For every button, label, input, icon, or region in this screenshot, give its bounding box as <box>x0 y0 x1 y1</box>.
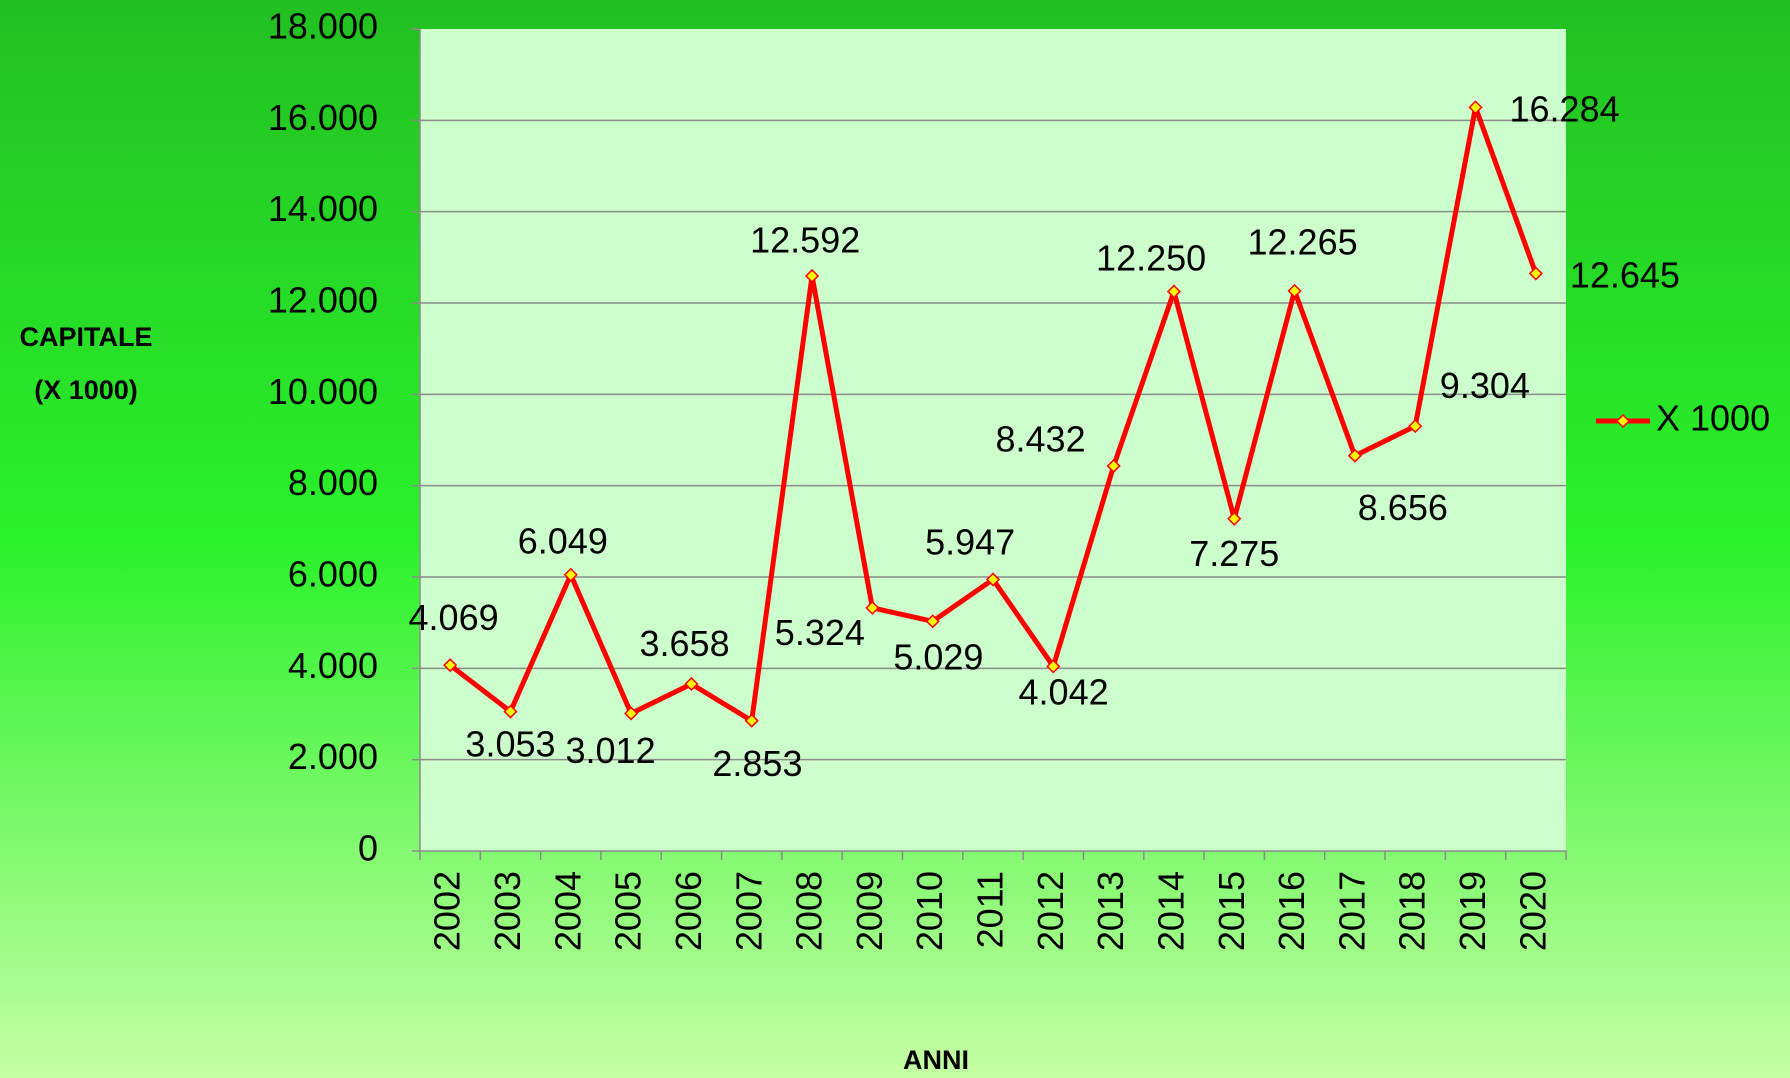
x-tick-label: 2009 <box>849 871 890 951</box>
y-tick-label: 16.000 <box>268 97 378 138</box>
data-label: 12.645 <box>1570 255 1680 296</box>
data-point <box>865 600 880 615</box>
x-tick-label: 2018 <box>1392 871 1433 951</box>
data-point <box>1227 511 1242 526</box>
data-label: 3.658 <box>640 623 730 664</box>
data-label: 8.656 <box>1358 487 1448 528</box>
data-point <box>1046 659 1061 674</box>
x-tick-label: 2005 <box>608 871 649 951</box>
x-tick-label: 2020 <box>1512 871 1553 951</box>
legend-marker <box>1615 413 1631 429</box>
data-label: 9.304 <box>1440 365 1530 406</box>
data-label: 5.324 <box>775 612 865 653</box>
x-tick-label: 2012 <box>1030 871 1071 951</box>
y-tick-label: 6.000 <box>288 554 378 595</box>
x-tick-label: 2019 <box>1452 871 1493 951</box>
y-tick-label: 2.000 <box>288 736 378 777</box>
data-label: 3.012 <box>566 730 656 771</box>
data-label: 4.069 <box>409 597 499 638</box>
y-axis-title: CAPITALE <box>20 322 153 352</box>
y-tick-label: 0 <box>358 828 378 869</box>
y-tick-label: 10.000 <box>268 371 378 412</box>
data-label: 5.947 <box>925 522 1015 563</box>
x-tick-label: 2016 <box>1271 871 1312 951</box>
x-tick-label: 2014 <box>1150 871 1191 951</box>
data-label: 12.265 <box>1248 222 1358 263</box>
y-tick-label: 8.000 <box>288 462 378 503</box>
x-tick-label: 2002 <box>427 871 468 951</box>
data-label: 5.029 <box>893 637 983 678</box>
x-tick-label: 2008 <box>789 871 830 951</box>
data-point <box>804 268 820 284</box>
data-label: 6.049 <box>518 520 608 561</box>
y-tick-label: 14.000 <box>268 188 378 229</box>
x-tick-label: 2003 <box>487 871 528 951</box>
y-tick-label: 4.000 <box>288 645 378 686</box>
data-label: 12.592 <box>750 219 860 260</box>
y-tick-label: 18.000 <box>268 6 378 47</box>
data-point <box>624 706 639 721</box>
legend-label: X 1000 <box>1656 398 1770 439</box>
data-point <box>1287 283 1302 298</box>
data-label: 12.250 <box>1096 237 1206 278</box>
data-point <box>1528 266 1543 281</box>
data-point <box>684 676 699 692</box>
data-point <box>744 713 759 728</box>
data-label: 3.053 <box>465 723 555 764</box>
x-tick-label: 2004 <box>547 871 588 951</box>
x-tick-label: 2011 <box>970 871 1011 948</box>
x-tick-label: 2007 <box>728 871 769 951</box>
data-point <box>1468 100 1483 115</box>
data-point <box>985 572 1001 587</box>
y-axis-title: (X 1000) <box>34 375 138 405</box>
data-label: 16.284 <box>1510 88 1620 129</box>
data-point <box>1347 448 1362 463</box>
data-point <box>1106 458 1121 473</box>
data-label: 8.432 <box>996 418 1086 459</box>
y-tick-label: 12.000 <box>268 280 378 321</box>
data-label: 4.042 <box>1019 671 1109 712</box>
x-tick-label: 2010 <box>909 871 950 951</box>
x-axis-title: ANNI <box>903 1045 969 1075</box>
data-point <box>1408 419 1423 434</box>
plot-area <box>420 29 1566 851</box>
x-tick-label: 2015 <box>1211 871 1252 951</box>
data-point <box>925 614 940 629</box>
data-point <box>1166 284 1182 299</box>
x-tick-label: 2013 <box>1090 871 1131 951</box>
data-point <box>503 704 518 719</box>
x-tick-label: 2006 <box>668 871 709 951</box>
data-point <box>563 567 578 582</box>
data-label: 7.275 <box>1189 533 1279 574</box>
data-point <box>443 658 458 673</box>
data-label: 2.853 <box>712 743 802 784</box>
x-tick-label: 2017 <box>1331 871 1372 951</box>
